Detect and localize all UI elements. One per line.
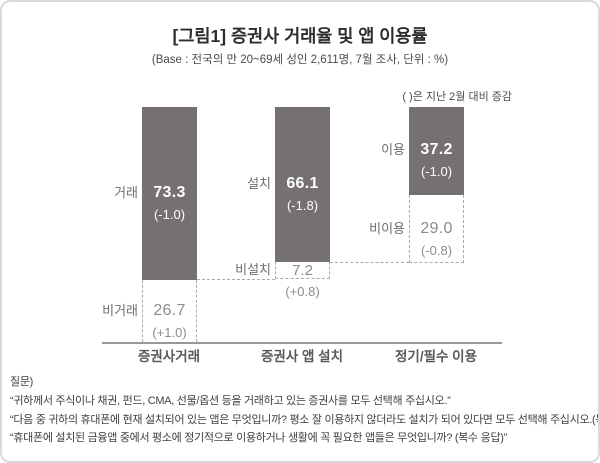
trading-change: (-1.0) — [153, 207, 186, 222]
trading-value: 73.3 — [153, 184, 186, 201]
app-not-installed-change: (+0.8) — [285, 284, 320, 299]
regular-use-filled-segment — [409, 107, 464, 195]
non-use-dashed-segment — [409, 195, 464, 263]
chart-title: [그림1] 증권사 거래율 및 앱 이용률 — [172, 26, 428, 46]
category-label-regular-use: 정기/필수 이용 — [394, 349, 478, 364]
trading-filled-value-block: 73.3 (-1.0) — [142, 182, 197, 226]
non-use-value-block: 29.0 (-0.8) — [409, 218, 464, 262]
connector-install-to-use — [330, 262, 409, 263]
non-trading-value: 26.7 — [153, 302, 186, 319]
x-axis-line — [102, 342, 502, 344]
regular-use-value-block: 37.2 (-1.0) — [409, 139, 464, 183]
trading-filled-segment — [142, 107, 197, 280]
app-not-installed-segment-label: 비설치 — [235, 262, 271, 277]
app-not-installed-value: 7.2 — [292, 262, 313, 279]
chart-base-note: (Base : 전국의 만 20~69세 성인 2,611명, 7월 조사, 단… — [151, 54, 449, 66]
non-trading-dashed-segment — [142, 280, 197, 342]
change-legend-note: ( )은 지난 2월 대비 증감 — [402, 91, 512, 103]
category-label-app-install: 증권사 앱 설치 — [260, 349, 344, 364]
app-installed-value: 66.1 — [286, 175, 319, 192]
category-label-trading: 증권사거래 — [137, 349, 201, 364]
non-trading-value-block: 26.7 (+1.0) — [142, 300, 197, 344]
regular-use-value: 37.2 — [420, 141, 453, 158]
regular-use-change: (-1.0) — [420, 164, 453, 179]
footnote-question-1: “귀하께서 주식이나 채권, 펀드, CMA, 선물/옵션 등을 거래하고 있는… — [10, 395, 451, 407]
non-use-change: (-0.8) — [420, 243, 453, 258]
connector-trading-to-install — [197, 279, 275, 280]
footnote-label: 질문) — [10, 376, 34, 388]
non-use-segment-label: 비이용 — [369, 221, 405, 236]
footnote-question-3: “휴대폰에 설치된 금융앱 중에서 평소에 정기적으로 이용하거나 생활에 꼭 … — [10, 432, 507, 444]
app-installed-value-block: 66.1 (-1.8) — [275, 173, 330, 217]
non-trading-segment-label: 비거래 — [102, 303, 138, 318]
regular-use-segment-label: 이용 — [381, 142, 405, 157]
app-not-installed-dashed-segment — [275, 262, 330, 279]
app-installed-change: (-1.8) — [286, 198, 319, 213]
footnote-question-2: “다음 중 귀하의 휴대폰에 현재 설치되어 있는 앱은 무엇입니까? 평소 잘… — [10, 414, 600, 426]
app-installed-filled-segment — [275, 107, 330, 262]
non-use-value: 29.0 — [420, 220, 453, 237]
app-installed-segment-label: 설치 — [247, 176, 271, 191]
non-trading-change: (+1.0) — [152, 325, 187, 340]
trading-segment-label: 거래 — [114, 185, 138, 200]
